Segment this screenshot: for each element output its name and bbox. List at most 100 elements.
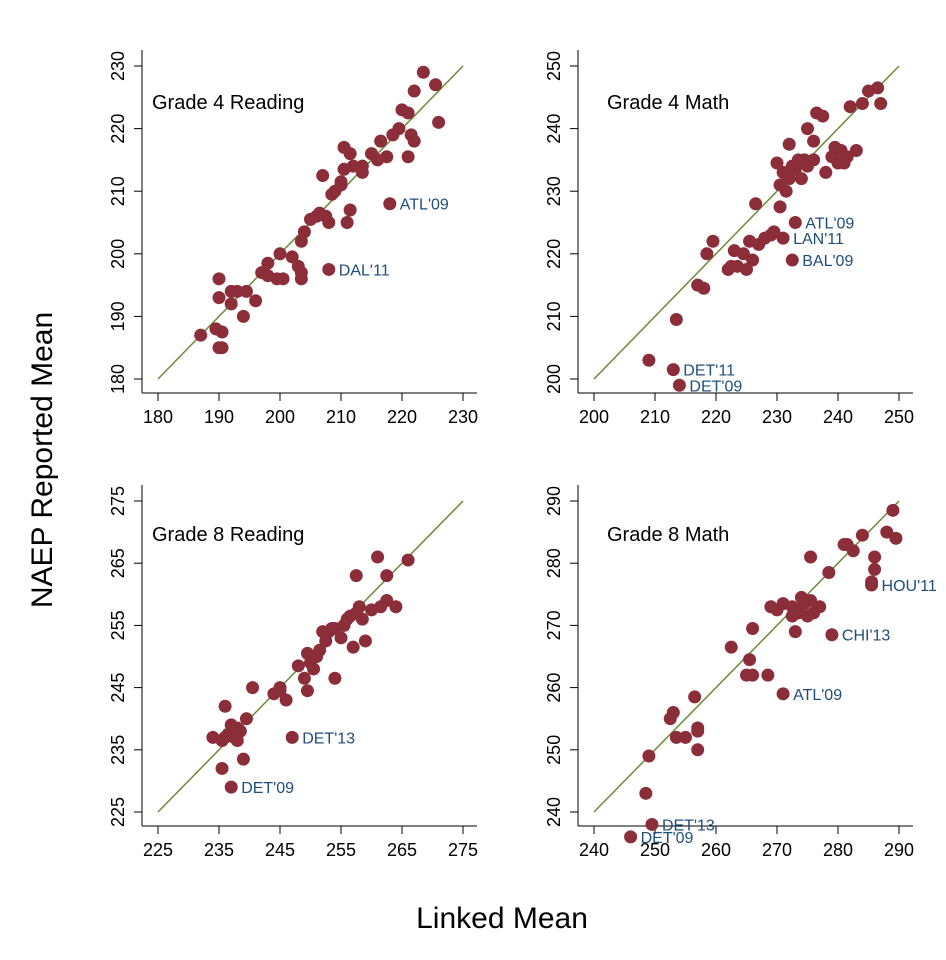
- point-label: ATL'09: [400, 197, 449, 214]
- data-point: [736, 247, 750, 261]
- data-point: [407, 84, 421, 98]
- data-point: [239, 284, 253, 298]
- x-tick-label: 245: [265, 840, 295, 860]
- data-point: [794, 172, 808, 186]
- data-point: [273, 247, 287, 261]
- data-point: [355, 159, 369, 173]
- data-point: [813, 600, 827, 614]
- data-point: [779, 184, 793, 198]
- data-point: [868, 550, 882, 564]
- data-point: [392, 122, 406, 136]
- data-point: [776, 231, 790, 245]
- data-point: [334, 175, 348, 189]
- data-point: [642, 353, 656, 367]
- x-tick-label: 250: [884, 407, 914, 427]
- data-point: [355, 612, 369, 626]
- data-point: [819, 165, 833, 179]
- data-point: [804, 550, 818, 564]
- data-point: [642, 749, 656, 763]
- y-tick-label: 220: [544, 239, 564, 269]
- data-point: [749, 197, 763, 211]
- data-point: [645, 817, 659, 831]
- data-point: [261, 256, 275, 270]
- point-label: DET'13: [302, 730, 355, 747]
- data-point: [224, 297, 238, 311]
- data-point: [624, 830, 638, 844]
- data-point: [767, 225, 781, 239]
- data-point: [807, 153, 821, 167]
- data-point: [785, 253, 799, 267]
- y-tick-label: 275: [108, 486, 128, 516]
- data-point: [322, 216, 336, 229]
- point-label: DET'09: [689, 378, 742, 395]
- data-point: [773, 200, 787, 214]
- data-point: [343, 147, 357, 161]
- data-point: [740, 262, 753, 276]
- x-tick-label: 275: [448, 840, 478, 860]
- data-point: [691, 743, 705, 757]
- x-tick-label: 255: [326, 840, 356, 860]
- x-tick-label: 290: [884, 840, 914, 860]
- panel-title: Grade 8 Reading: [152, 524, 304, 546]
- data-point: [236, 752, 250, 766]
- x-tick-label: 180: [143, 407, 173, 427]
- data-point: [801, 122, 814, 136]
- chart-panels: 180 190 200 210 220 230 180 190 200 210 220 230 ATL'…: [108, 50, 937, 860]
- y-tick-label: 250: [544, 735, 564, 765]
- data-point: [401, 106, 415, 120]
- data-point: [316, 169, 330, 183]
- data-point: [746, 253, 760, 267]
- data-point: [285, 250, 299, 264]
- x-tick-label: 200: [579, 407, 609, 427]
- x-axis-title: Linked Mean: [416, 902, 588, 935]
- data-point: [846, 544, 860, 558]
- data-point: [297, 225, 311, 239]
- x-tick-label: 210: [640, 407, 670, 427]
- data-point: [224, 780, 238, 794]
- data-point: [215, 761, 229, 775]
- data-point: [215, 341, 229, 355]
- data-point: [874, 97, 888, 111]
- data-point: [743, 653, 757, 667]
- data-point: [322, 262, 336, 276]
- data-point: [273, 681, 287, 695]
- data-point: [788, 625, 802, 639]
- point-label: ATL'09: [805, 216, 854, 233]
- data-point: [407, 134, 421, 148]
- data-point: [380, 569, 394, 583]
- data-point: [691, 721, 705, 735]
- y-tick-label: 230: [544, 176, 564, 206]
- data-point: [840, 150, 854, 164]
- panel-title: Grade 8 Math: [607, 524, 729, 546]
- y-tick-label: 225: [108, 797, 128, 827]
- data-point: [807, 134, 821, 148]
- point-label: DET'11: [683, 363, 735, 380]
- point-label: HOU'11: [882, 578, 937, 595]
- data-point: [672, 378, 686, 392]
- y-tick-label: 200: [544, 364, 564, 394]
- x-tick-label: 260: [701, 840, 731, 860]
- x-tick-label: 280: [823, 840, 853, 860]
- point-label: DET'09: [641, 830, 694, 847]
- data-point: [279, 693, 293, 707]
- data-point: [328, 671, 342, 685]
- data-point: [249, 294, 263, 308]
- chart-panel: 240 250 260 270 280 290 240 250 260 270 280 290 DET'…: [544, 485, 937, 860]
- y-tick-label: 210: [544, 301, 564, 331]
- y-axis-title: NAEP Reported Mean: [26, 312, 59, 608]
- x-tick-label: 240: [823, 407, 853, 427]
- y-tick-label: 255: [108, 610, 128, 640]
- data-point: [239, 712, 253, 726]
- data-point: [855, 97, 869, 111]
- y-tick-label: 235: [108, 735, 128, 765]
- x-tick-label: 230: [448, 407, 478, 427]
- data-point: [679, 730, 692, 744]
- data-point: [374, 134, 388, 148]
- x-tick-label: 210: [326, 407, 356, 427]
- data-point: [230, 284, 244, 298]
- data-point: [300, 684, 314, 698]
- y-tick-label: 220: [108, 114, 128, 144]
- y-tick-label: 210: [108, 176, 128, 206]
- data-point: [380, 150, 394, 164]
